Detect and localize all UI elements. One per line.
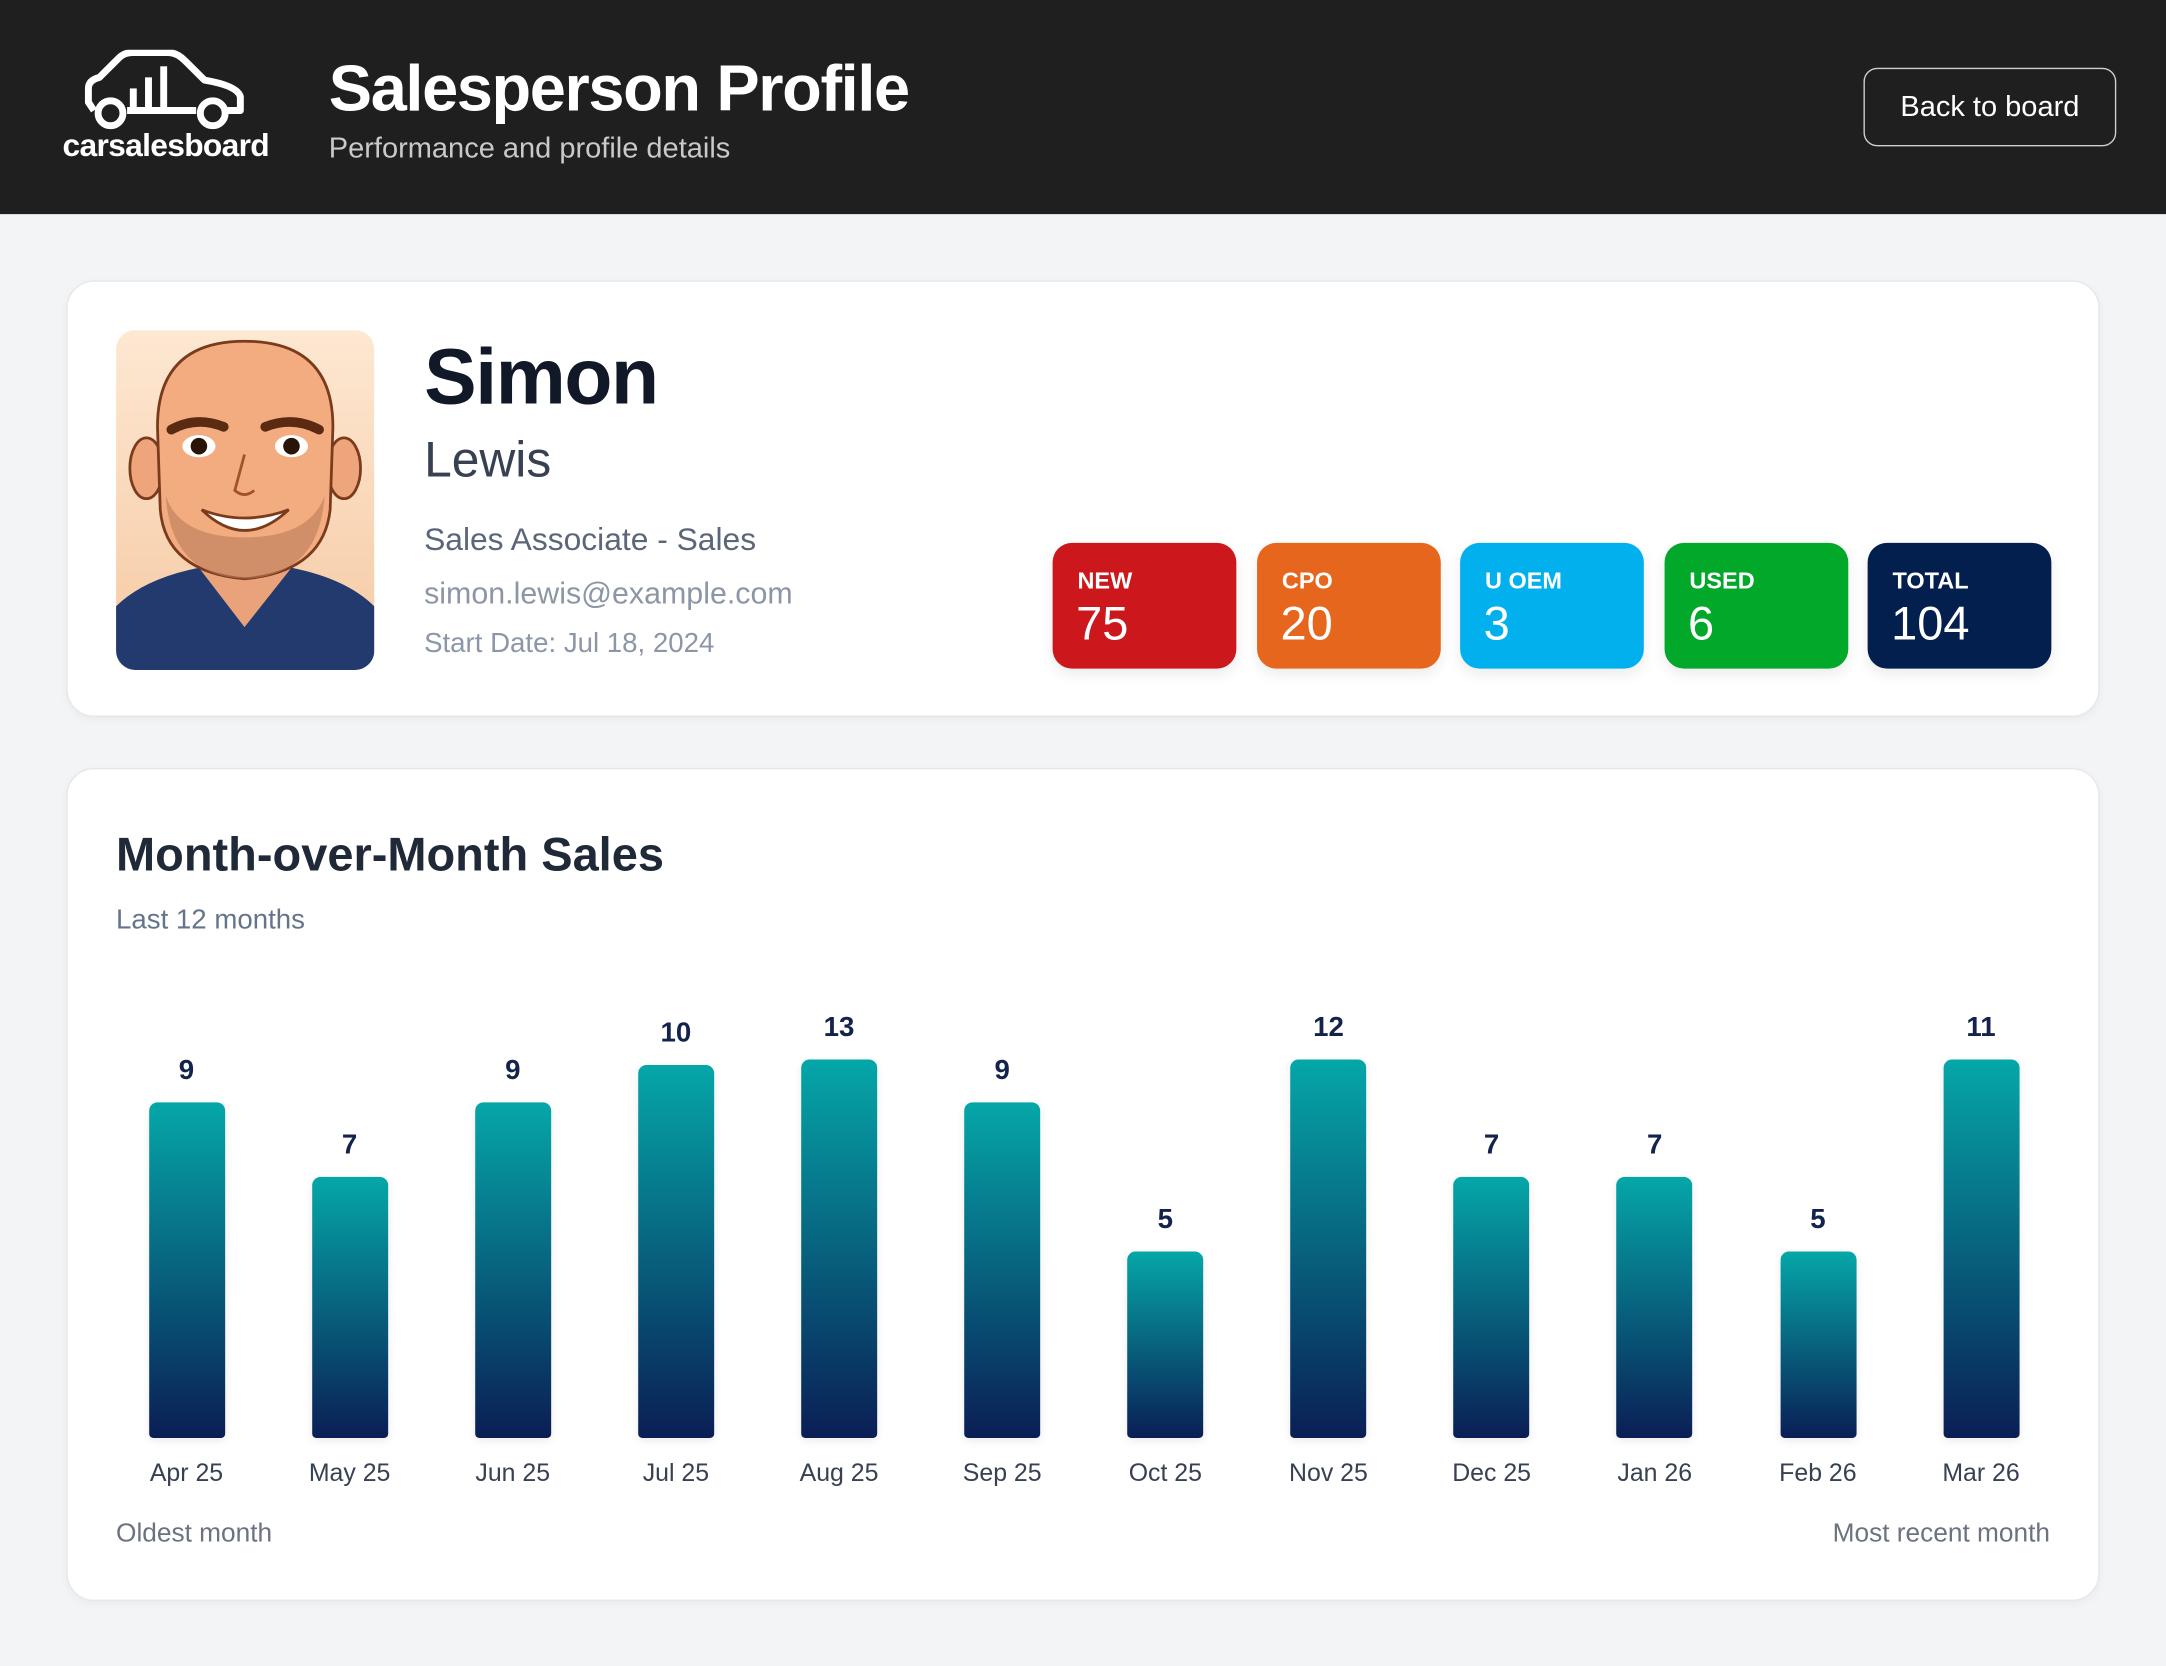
stat-used: USED 6	[1664, 542, 1849, 669]
bar-feb-26	[1779, 1251, 1856, 1439]
month-label: Nov 25	[1289, 1458, 1368, 1487]
stat-u-oem: U OEM 3	[1460, 542, 1644, 669]
recent-month-label: Most recent month	[1832, 1519, 2050, 1549]
stat-value: 104	[1891, 598, 1970, 651]
month-label: Feb 26	[1779, 1458, 1857, 1487]
stat-label: U OEM	[1484, 567, 1562, 594]
stat-value: 75	[1076, 598, 1129, 651]
logo[interactable]: carsalesboard	[55, 49, 276, 174]
month-label: Oct 25	[1128, 1458, 1202, 1487]
bar-value-label: 13	[823, 1012, 855, 1043]
month-label: Sep 25	[962, 1458, 1042, 1487]
stat-label: CPO	[1281, 567, 1333, 594]
bar-apr-25	[148, 1102, 225, 1439]
stat-cpo: CPO 20	[1257, 542, 1441, 669]
bar-value-label: 9	[505, 1055, 521, 1086]
bar-value-label: 10	[660, 1018, 692, 1049]
email[interactable]: simon.lewis@example.com	[424, 576, 793, 611]
stat-value: 3	[1483, 598, 1510, 651]
bar-value-label: 12	[1313, 1012, 1344, 1043]
month-label: Jan 26	[1617, 1458, 1693, 1487]
month-label: Jul 25	[642, 1458, 710, 1487]
avatar	[116, 330, 375, 670]
bar-value-label: 7	[341, 1129, 358, 1161]
bar-value-label: 7	[1483, 1129, 1500, 1161]
chart-subtitle: Last 12 months	[116, 904, 305, 936]
bar-sep-25	[964, 1102, 1041, 1439]
first-name: Simon	[424, 332, 659, 422]
role: Sales Associate - Sales	[424, 520, 757, 557]
stat-new: NEW 75	[1052, 542, 1237, 669]
bar-may-25	[311, 1176, 388, 1439]
stat-label: USED	[1689, 567, 1755, 594]
bar-nov-25	[1290, 1059, 1367, 1439]
month-label: Aug 25	[799, 1458, 879, 1487]
oldest-month-label: Oldest month	[116, 1519, 273, 1549]
stat-label: TOTAL	[1892, 567, 1969, 594]
bar-aug-25	[801, 1059, 878, 1439]
bar-chart: 9 Apr 25 7 May 25 9 Jun 25 10 Jul 25 13 Aug 25 9 Se…	[68, 769, 2101, 1602]
profile-card: Simon Lewis Sales Associate - Sales simo…	[66, 280, 2100, 717]
month-label: May 25	[308, 1458, 391, 1487]
bar-jul-25	[637, 1065, 714, 1439]
page-title: Salesperson Profile	[328, 51, 910, 125]
month-label: Mar 26	[1942, 1458, 2020, 1487]
bar-value-label: 9	[178, 1055, 195, 1086]
last-name: Lewis	[424, 430, 552, 488]
bar-value-label: 7	[1647, 1129, 1663, 1161]
bar-value-label: 11	[1966, 1012, 1996, 1043]
stat-value: 6	[1688, 598, 1715, 651]
stat-value: 20	[1280, 598, 1333, 651]
chart-title: Month-over-Month Sales	[116, 828, 664, 882]
bar-value-label: 5	[1157, 1204, 1174, 1235]
stat-label: NEW	[1077, 567, 1133, 594]
month-label: Apr 25	[149, 1458, 224, 1487]
page-subtitle: Performance and profile details	[328, 132, 731, 165]
logo-text: carsalesboard	[62, 127, 270, 164]
bar-jan-26	[1616, 1176, 1693, 1439]
top-header: carsalesboard Salesperson Profile Perfor…	[0, 0, 2166, 215]
month-label: Dec 25	[1452, 1458, 1532, 1487]
sales-chart-card: Month-over-Month Sales Last 12 months 9 A…	[66, 768, 2101, 1602]
bar-oct-25	[1127, 1251, 1204, 1439]
month-label: Jun 25	[475, 1458, 551, 1487]
bar-value-label: 9	[994, 1055, 1010, 1086]
start-date: Start Date: Jul 18, 2024	[424, 628, 715, 659]
bar-jun-25	[474, 1102, 551, 1439]
bar-mar-26	[1943, 1059, 2020, 1439]
bar-value-label: 5	[1810, 1204, 1826, 1235]
car-chart-logo-icon	[84, 49, 244, 130]
back-to-board-button[interactable]: Back to board	[1863, 67, 2117, 147]
stat-total: TOTAL 104	[1867, 542, 2052, 669]
bar-dec-25	[1453, 1176, 1530, 1439]
